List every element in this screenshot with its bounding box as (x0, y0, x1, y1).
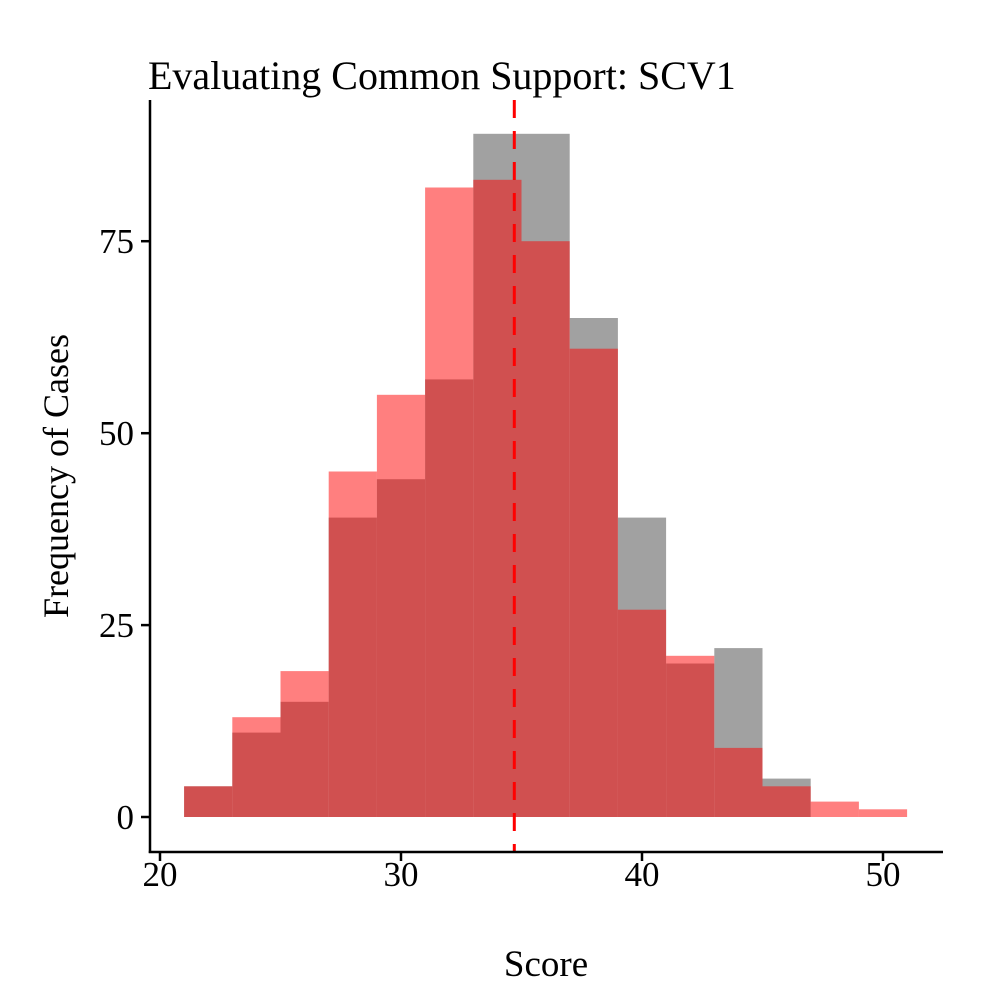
y-tick-label-50: 50 (99, 414, 134, 453)
red-histogram-bar-5 (425, 187, 474, 817)
x-axis-ticks: 20 30 40 50 (143, 852, 901, 894)
red-histogram-bar-9 (617, 609, 667, 817)
x-tick-label-50: 50 (866, 855, 901, 894)
red-histogram-series (184, 179, 908, 818)
y-tick-label-0: 0 (117, 798, 135, 837)
red-histogram-bar-8 (569, 348, 618, 817)
x-tick-label-40: 40 (625, 855, 660, 894)
red-histogram-bar-10 (666, 655, 715, 817)
y-tick-label-75: 75 (99, 222, 134, 261)
red-histogram-bar-1 (232, 717, 281, 817)
red-histogram-bar-3 (328, 471, 377, 817)
red-histogram-bar-2 (280, 671, 329, 817)
y-tick-label-25: 25 (99, 606, 134, 645)
x-tick-label-30: 30 (384, 855, 419, 894)
chart-title: Evaluating Common Support: SCV1 (148, 53, 736, 98)
red-histogram-bar-11 (714, 747, 763, 817)
red-histogram-bar-7 (521, 241, 570, 817)
red-histogram-bar-12 (762, 786, 811, 817)
red-histogram-bar-0 (184, 786, 233, 817)
y-axis-title: Frequency of Cases (36, 334, 76, 618)
x-tick-label-20: 20 (143, 855, 178, 894)
y-axis-ticks: 0 25 50 75 (99, 222, 150, 837)
red-histogram-bar-14 (858, 809, 908, 817)
red-histogram-bar-13 (810, 801, 859, 817)
red-histogram-bar-4 (376, 394, 426, 817)
x-axis-title: Score (504, 944, 588, 985)
